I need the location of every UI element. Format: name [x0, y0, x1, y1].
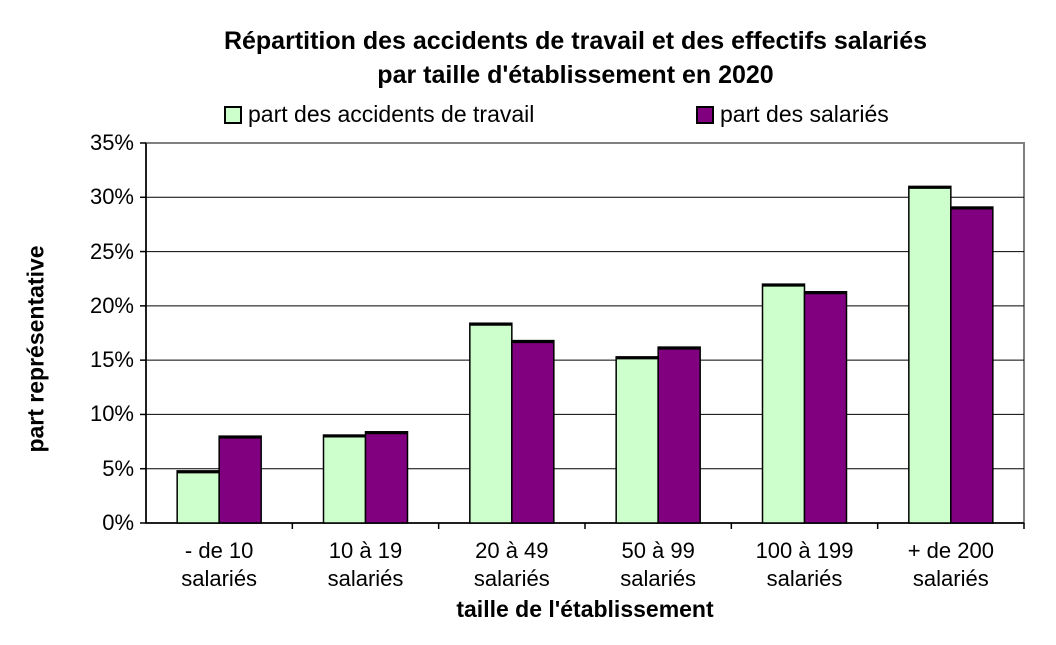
- x-tick-label-line1: 20 à 49: [475, 538, 549, 563]
- legend-label-salaries: part des salariés: [720, 101, 889, 127]
- x-tick-label-line1: - de 10: [184, 538, 254, 563]
- legend-swatch-accidents: [224, 105, 242, 124]
- y-tick-label: 5%: [102, 455, 134, 481]
- plot-area: [145, 142, 1025, 524]
- x-tick-label-line2: salariés: [473, 566, 550, 591]
- x-tick-label: - de 10 salariés: [146, 537, 292, 593]
- bar-salaries: [218, 435, 262, 524]
- y-tick-label: 20%: [89, 292, 134, 318]
- x-tick-label-line2: salariés: [181, 566, 258, 591]
- y-axis-label: part représentative: [22, 245, 49, 453]
- x-tick-label-line2: salariés: [766, 566, 843, 591]
- chart-title-line2: par taille d'établissement en 2020: [377, 61, 774, 89]
- x-tick-label: 50 à 99 salariés: [585, 537, 731, 593]
- legend-label-accidents: part des accidents de travail: [248, 101, 535, 127]
- x-tick-label: 100 à 199 salariés: [732, 537, 878, 593]
- x-tick-label-line1: 50 à 99: [621, 538, 695, 563]
- x-tick-label: 10 à 19 salariés: [293, 537, 439, 593]
- x-axis-label: taille de l'établissement: [456, 596, 714, 622]
- x-tick-label-line2: salariés: [912, 566, 989, 591]
- legend-item-salaries: part des salariés: [696, 101, 889, 128]
- y-tick-label: 0%: [102, 510, 134, 535]
- bar-salaries: [950, 206, 994, 524]
- bar-accidents: [615, 356, 659, 524]
- bar-accidents: [908, 185, 952, 524]
- y-tick-label: 35%: [89, 130, 134, 155]
- legend-swatch-salaries: [696, 105, 714, 124]
- bar-salaries: [803, 290, 848, 524]
- y-tick-label: 15%: [89, 347, 134, 373]
- x-tick-label-line1: + de 200: [907, 538, 994, 563]
- y-tick-label: 30%: [89, 184, 134, 210]
- x-tick-label-line1: 100 à 199: [755, 538, 854, 563]
- y-tick-label: 10%: [89, 401, 134, 427]
- x-tick-label-line2: salariés: [620, 566, 697, 591]
- chart-title-line1: Répartition des accidents de travail et …: [223, 27, 928, 55]
- y-tick-label: 25%: [89, 238, 134, 264]
- bar-accidents: [322, 434, 367, 524]
- legend-item-accidents: part des accidents de travail: [224, 101, 534, 128]
- x-tick-label-line1: 10 à 19: [328, 538, 403, 563]
- bar-salaries: [511, 339, 555, 524]
- x-tick-label-line2: salariés: [327, 566, 404, 591]
- bar-accidents: [176, 470, 220, 524]
- bar-salaries: [364, 431, 409, 524]
- bar-accidents: [469, 322, 513, 524]
- x-tick-label: + de 200 salariés: [878, 537, 1024, 593]
- x-tick-label: 20 à 49 salariés: [439, 537, 585, 593]
- bar-accidents: [761, 283, 806, 524]
- bar-salaries: [657, 346, 701, 524]
